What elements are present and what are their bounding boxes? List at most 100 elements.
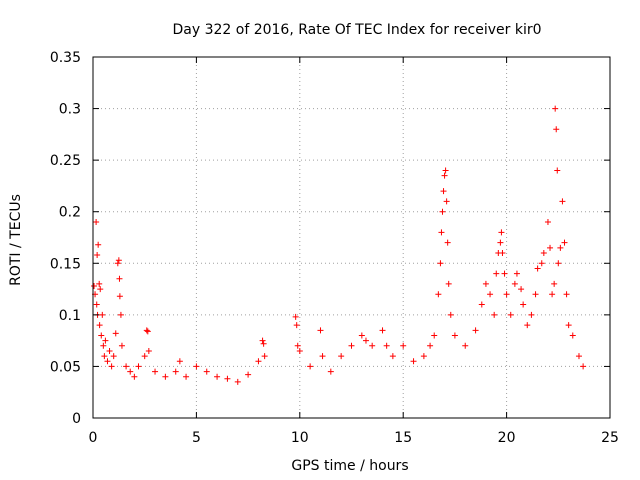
data-point xyxy=(327,368,334,375)
data-point xyxy=(116,293,123,300)
data-point xyxy=(443,198,450,205)
data-point xyxy=(520,301,527,308)
data-point xyxy=(152,368,159,375)
data-point xyxy=(451,332,458,339)
data-point xyxy=(447,311,454,318)
data-point xyxy=(369,342,376,349)
x-tick-label: 5 xyxy=(192,430,201,446)
data-point xyxy=(348,342,355,349)
data-point xyxy=(97,286,104,293)
data-point xyxy=(439,208,446,215)
data-point xyxy=(110,353,117,360)
data-point xyxy=(141,353,148,360)
data-point xyxy=(491,311,498,318)
data-point xyxy=(162,373,169,380)
data-point xyxy=(389,353,396,360)
data-point xyxy=(498,229,505,236)
data-point xyxy=(93,301,100,308)
chart-title: Day 322 of 2016, Rate Of TEC Index for r… xyxy=(172,22,541,38)
data-point xyxy=(362,337,369,344)
data-point xyxy=(501,270,508,277)
data-point xyxy=(234,378,241,385)
data-point xyxy=(112,330,119,337)
data-point xyxy=(472,327,479,334)
data-point xyxy=(538,260,545,267)
data-point xyxy=(127,368,134,375)
data-point xyxy=(487,291,494,298)
data-point xyxy=(444,239,451,246)
data-point xyxy=(524,322,531,329)
data-point xyxy=(101,353,108,360)
data-point xyxy=(379,327,386,334)
data-point xyxy=(100,342,107,349)
data-point xyxy=(580,363,587,370)
data-point xyxy=(547,244,554,251)
data-point xyxy=(497,239,504,246)
data-point xyxy=(123,363,130,370)
data-point xyxy=(518,286,525,293)
y-tick-label: 0.35 xyxy=(50,50,81,66)
y-tick-label: 0.05 xyxy=(50,359,81,375)
data-point xyxy=(557,244,564,251)
x-tick-label: 25 xyxy=(601,430,619,446)
data-point xyxy=(106,347,113,354)
data-point xyxy=(549,291,556,298)
data-point xyxy=(172,368,179,375)
data-point xyxy=(176,358,183,365)
grid-lines xyxy=(93,57,610,418)
data-point xyxy=(294,342,301,349)
data-point xyxy=(437,260,444,267)
data-point xyxy=(108,363,115,370)
data-point xyxy=(511,280,518,287)
data-point xyxy=(261,353,268,360)
data-point xyxy=(214,373,221,380)
data-point xyxy=(99,311,106,318)
x-tick-label: 0 xyxy=(89,430,98,446)
y-tick-label: 0.15 xyxy=(50,256,81,272)
data-point xyxy=(482,280,489,287)
data-point xyxy=(563,291,570,298)
x-axis-label: GPS time / hours xyxy=(291,458,408,474)
data-point xyxy=(532,291,539,298)
data-point xyxy=(260,340,267,347)
data-point xyxy=(117,311,124,318)
data-point xyxy=(552,105,559,112)
data-point xyxy=(427,342,434,349)
x-tick-label: 10 xyxy=(291,430,309,446)
data-point xyxy=(183,373,190,380)
data-point xyxy=(245,371,252,378)
data-point xyxy=(358,332,365,339)
y-tick-label: 0.2 xyxy=(59,205,81,221)
axis-ticks: 0 5 10 15 20 25 0 0.05 0.1 0.15 0.2 0.25 0.3 0.35 xyxy=(50,50,619,446)
data-point xyxy=(555,260,562,267)
data-point xyxy=(400,342,407,349)
data-point xyxy=(131,373,138,380)
data-point xyxy=(507,311,514,318)
data-point xyxy=(293,322,300,329)
data-point xyxy=(565,322,572,329)
y-axis-label: ROTI / TECUs xyxy=(8,194,24,286)
data-point xyxy=(203,368,210,375)
y-tick-label: 0 xyxy=(72,411,81,427)
data-point xyxy=(445,280,452,287)
data-point xyxy=(143,327,150,334)
data-point xyxy=(102,337,109,344)
y-tick-label: 0.3 xyxy=(59,102,81,118)
data-point xyxy=(144,328,151,335)
data-point xyxy=(420,353,427,360)
data-points xyxy=(91,105,587,385)
y-tick-label: 0.25 xyxy=(50,153,81,169)
data-point xyxy=(513,270,520,277)
data-point xyxy=(96,322,103,329)
data-point xyxy=(503,291,510,298)
data-point xyxy=(292,313,299,320)
data-point xyxy=(296,347,303,354)
data-point xyxy=(115,257,122,264)
data-point xyxy=(478,301,485,308)
data-point xyxy=(193,363,200,370)
data-point xyxy=(145,347,152,354)
data-point xyxy=(104,358,111,365)
data-point xyxy=(307,363,314,370)
data-point xyxy=(534,265,541,272)
data-point xyxy=(440,188,447,195)
